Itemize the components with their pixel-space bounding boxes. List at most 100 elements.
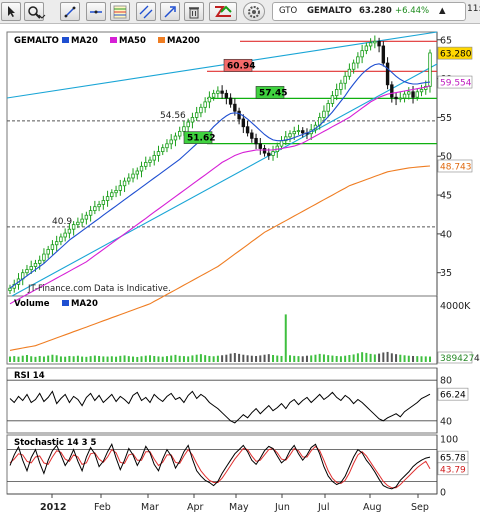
clock-time: 11:1 xyxy=(467,4,480,14)
volume-bar xyxy=(289,355,291,362)
candle-body xyxy=(288,133,292,138)
chart-type-button[interactable] xyxy=(209,2,237,21)
candle-body xyxy=(339,82,343,90)
candle-body xyxy=(186,121,190,128)
candle-body xyxy=(284,136,288,142)
volume-bar xyxy=(47,355,50,362)
candle-body xyxy=(156,151,161,156)
candle-body xyxy=(394,96,398,100)
ticker-price: 63.280 xyxy=(359,6,392,16)
candle-body xyxy=(54,241,59,246)
fibonacci-tool-button[interactable] xyxy=(110,2,130,21)
x-tick-label: Mar xyxy=(141,502,159,512)
level-box-51.62 xyxy=(183,131,213,144)
x-tick-label: Jul xyxy=(317,502,329,512)
volume-bar xyxy=(284,314,287,362)
candle-body xyxy=(207,96,212,103)
volume-bar xyxy=(93,355,96,362)
stochastic-panel-frame xyxy=(6,434,438,495)
price-tick-label: 40 xyxy=(440,229,452,240)
candle-body xyxy=(407,91,411,95)
volume-bar xyxy=(221,355,224,362)
candle-body xyxy=(360,50,364,58)
volume-bar xyxy=(246,355,249,362)
chart-canvas[interactable]: 6560555045403560.9457.4554.5651.6240.963… xyxy=(0,24,480,512)
ticker-quote-box[interactable]: GTO GEMALTO 63.280 +6.44% ▲ xyxy=(272,2,466,21)
volume-bar xyxy=(9,356,11,362)
volume-bar xyxy=(407,355,410,362)
cursor-tool-button[interactable] xyxy=(1,2,21,21)
legend-label-ma20: MA20 xyxy=(71,36,98,46)
candle-body xyxy=(351,62,356,70)
volume-bar xyxy=(30,356,33,362)
zoom-dropdown-button[interactable] xyxy=(37,12,47,22)
volume-bar xyxy=(335,355,338,362)
price-tick-label: 65 xyxy=(440,35,452,46)
candle-body xyxy=(330,95,335,104)
volume-bar xyxy=(187,356,190,362)
x-tick-label: 2012 xyxy=(40,502,66,512)
candle-body xyxy=(80,218,84,223)
candle-body xyxy=(169,139,173,145)
candle-body xyxy=(88,210,93,216)
settings-button[interactable] xyxy=(243,2,265,21)
candle-body xyxy=(364,45,369,52)
volume-bar xyxy=(136,356,139,362)
rsi-tick-label: 80 xyxy=(440,376,452,387)
chart-zigzag-icon xyxy=(215,5,232,17)
stoch-title: Stochastic 14 3 5 xyxy=(14,438,97,448)
candle-body xyxy=(211,92,216,98)
volume-bar xyxy=(390,353,393,362)
volume-bar xyxy=(178,355,181,362)
rsi-panel-frame xyxy=(6,367,438,434)
rsi-tick-label: 40 xyxy=(440,416,452,427)
volume-legend-label: Volume xyxy=(14,299,50,309)
horizontal-line-tool-button[interactable] xyxy=(86,2,106,21)
delete-tool-button[interactable] xyxy=(184,2,204,21)
candle-body xyxy=(271,151,275,156)
volume-bar xyxy=(191,355,194,362)
candle-body xyxy=(97,203,101,208)
volume-value-label: 389427 xyxy=(440,354,474,364)
channel-tool-button[interactable] xyxy=(136,2,156,21)
arrow-tool-button[interactable] xyxy=(160,2,180,21)
candle-body xyxy=(411,91,415,98)
candle-body xyxy=(8,287,12,291)
volume-bar xyxy=(301,356,304,362)
candle-body xyxy=(105,196,110,201)
legend-label-ma50: MA50 xyxy=(119,36,146,46)
stoch-d-value-box xyxy=(437,462,469,476)
ma200-value-tag-box xyxy=(437,159,473,173)
lower-trend-line xyxy=(11,63,438,297)
stoch-k-value-label: 65.78 xyxy=(440,454,466,464)
ticker-arrow-icon: ▲ xyxy=(439,6,446,16)
volume-bar xyxy=(238,353,241,362)
zoom-tool-button[interactable] xyxy=(24,2,44,21)
candle-body xyxy=(114,189,118,194)
volume-bar xyxy=(369,353,372,362)
candle-body xyxy=(296,130,301,133)
volume-bar xyxy=(102,356,105,362)
volume-bar xyxy=(424,356,427,362)
candle-body xyxy=(127,177,131,182)
trendline-tool-button[interactable] xyxy=(60,2,80,21)
channel-icon xyxy=(139,5,153,18)
ma20-value-tag-box xyxy=(437,75,473,89)
volume-bar xyxy=(382,352,385,362)
volume-bar xyxy=(365,352,368,362)
candle-body xyxy=(233,103,237,112)
volume-bar xyxy=(212,356,215,362)
volume-bar xyxy=(255,355,258,362)
volume-axis-extra-label: 4 xyxy=(474,354,480,364)
candle-body xyxy=(165,143,169,149)
legend-swatch-ma20 xyxy=(62,37,69,43)
candle-body xyxy=(161,147,165,152)
volume-bar xyxy=(399,354,402,362)
candle-body xyxy=(139,165,144,172)
legend-swatch-ma50 xyxy=(110,37,117,43)
candle-body xyxy=(334,89,339,97)
ticker-change: +6.44% xyxy=(395,6,430,16)
volume-bar xyxy=(339,356,342,362)
legend-swatch-ma200 xyxy=(158,37,165,43)
candle-body xyxy=(122,180,127,187)
